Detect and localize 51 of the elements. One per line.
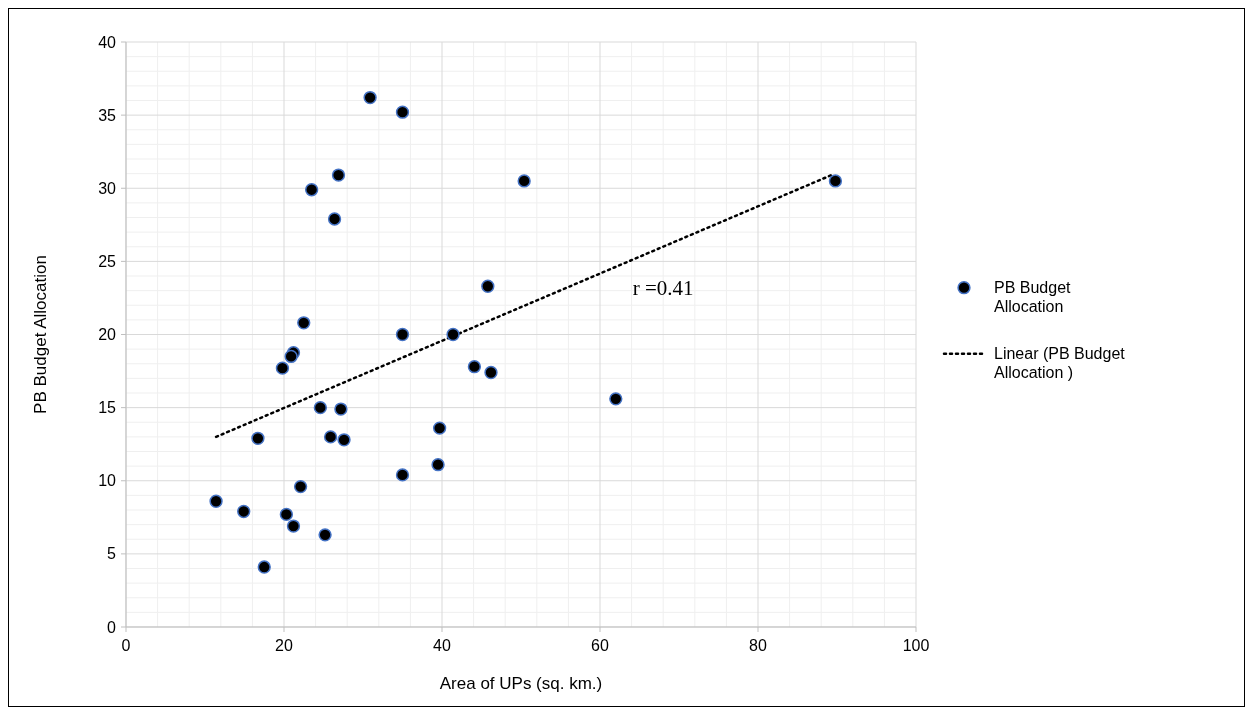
point bbox=[395, 327, 410, 342]
point bbox=[318, 528, 332, 542]
point bbox=[323, 430, 338, 444]
point bbox=[481, 279, 495, 293]
point bbox=[609, 392, 623, 406]
x-tick-label: 60 bbox=[591, 637, 609, 654]
y-tick-label: 20 bbox=[98, 326, 117, 344]
x-tick-label: 0 bbox=[121, 637, 131, 654]
point bbox=[286, 519, 301, 533]
y-tick-label: 35 bbox=[98, 106, 117, 124]
y-tick-label: 10 bbox=[98, 472, 117, 490]
x-tick-label: 20 bbox=[275, 637, 293, 654]
point bbox=[284, 349, 298, 364]
point bbox=[293, 479, 308, 494]
y-tick-label: 30 bbox=[98, 179, 117, 197]
point bbox=[257, 560, 271, 574]
point bbox=[209, 494, 223, 508]
point bbox=[297, 316, 311, 330]
point bbox=[395, 105, 410, 119]
point bbox=[237, 504, 251, 519]
y-tick-label: 40 bbox=[98, 33, 117, 51]
point bbox=[828, 174, 843, 188]
x-tick-label: 80 bbox=[749, 637, 767, 654]
x-tick-label: 40 bbox=[433, 637, 451, 654]
y-tick-label: 5 bbox=[107, 545, 117, 563]
point bbox=[446, 327, 460, 342]
y-axis-title: PB Budget Allocation bbox=[31, 255, 50, 414]
point bbox=[331, 168, 346, 182]
point bbox=[275, 361, 290, 375]
y-tick-label: 25 bbox=[98, 252, 117, 270]
point bbox=[279, 507, 294, 522]
point bbox=[251, 431, 265, 445]
point bbox=[431, 458, 445, 472]
annotation: r =0.41 bbox=[632, 276, 694, 301]
point bbox=[304, 183, 319, 197]
point bbox=[363, 90, 377, 105]
x-tick-label: 100 bbox=[902, 637, 930, 654]
point bbox=[327, 212, 342, 226]
point bbox=[517, 174, 531, 188]
point bbox=[467, 360, 482, 374]
legend-label: Linear (PB Budget Allocation ) bbox=[994, 345, 1126, 382]
point bbox=[432, 421, 447, 435]
legend-label: PB Budget Allocation bbox=[994, 279, 1072, 316]
y-tick-label: 0 bbox=[107, 618, 117, 636]
point bbox=[337, 433, 351, 447]
point bbox=[395, 468, 410, 482]
x-axis-title: Area of UPs (sq. km.) bbox=[439, 674, 603, 693]
y-tick-label: 15 bbox=[98, 399, 117, 417]
point bbox=[484, 365, 498, 380]
point bbox=[313, 400, 328, 415]
point bbox=[334, 402, 348, 416]
